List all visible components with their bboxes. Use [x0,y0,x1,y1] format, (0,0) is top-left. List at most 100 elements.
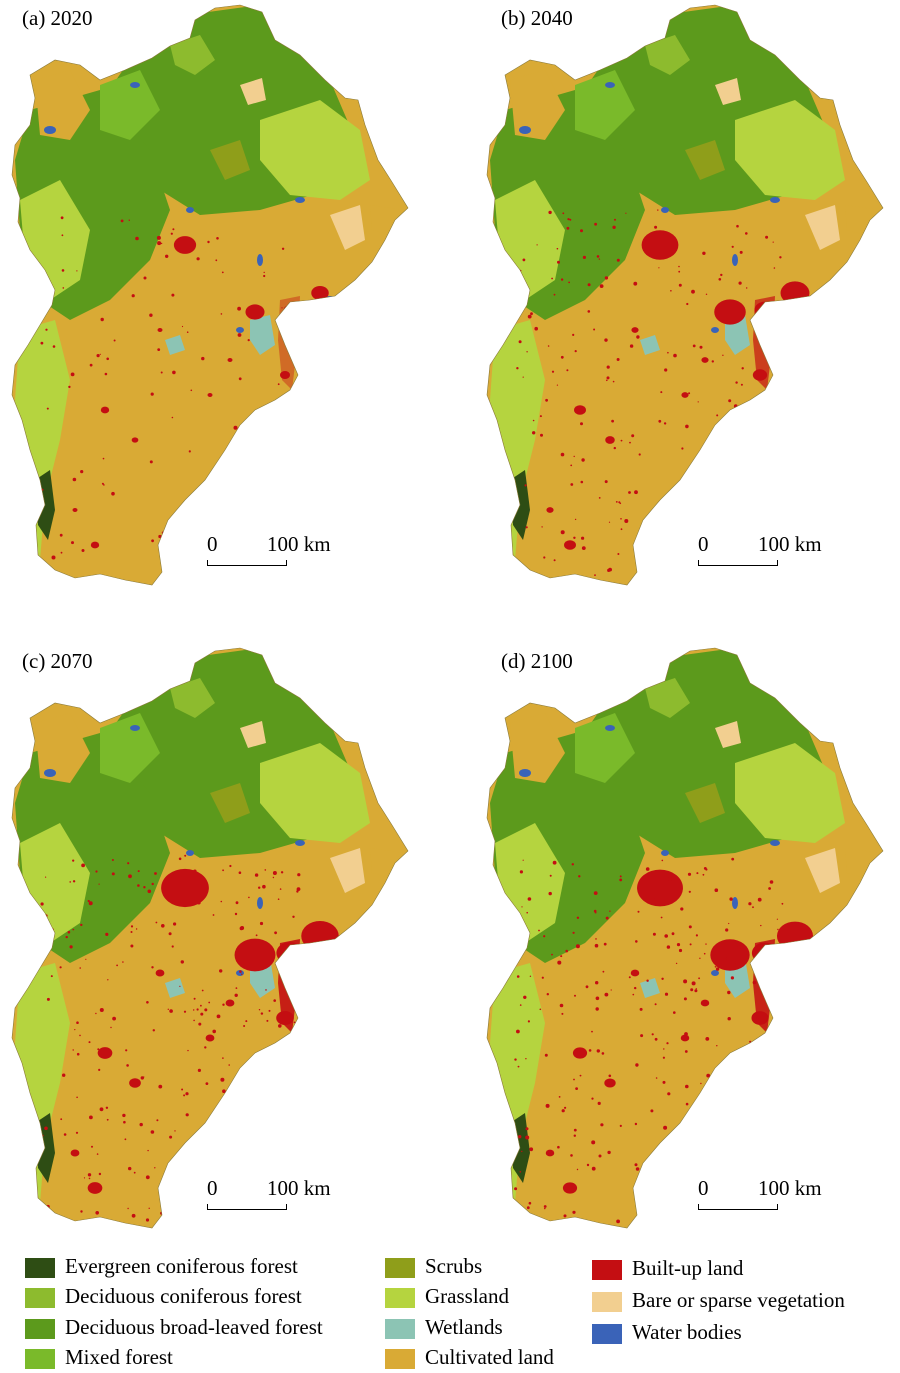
built-up-land-dot [534,326,538,331]
built-up-land-dot [80,1210,83,1213]
built-up-land-dot [738,1096,741,1099]
mixed-forest-area [100,70,160,140]
built-up-land-dot [596,255,600,258]
built-up-land-dot [280,871,284,874]
built-up-land-dot [635,940,638,943]
built-up-land-dot [277,383,280,386]
built-up-land-dot [281,307,283,309]
scale-bar-start-label: 0 [698,1176,709,1200]
built-up-land-dot [113,339,116,342]
built-up-land-dot [296,890,299,893]
built-up-land-dot [62,287,65,289]
built-up-land-dot [80,470,84,474]
deciduous-coniferous-forest-area [645,678,690,718]
panel-label-2070: (c) 2070 [22,649,93,673]
built-up-land-dot [548,891,552,896]
cultivated-land-area [370,848,405,878]
built-up-land-dot [565,949,568,953]
built-up-land-dot [130,925,134,928]
built-up-land-dot [515,960,518,963]
built-up-land-dot [683,997,687,1001]
built-up-land-dot [604,338,608,342]
region-boundary [486,4,884,586]
built-up-land-dot [264,869,267,871]
water-body [770,840,780,846]
built-up-land-dot [219,969,223,973]
built-up-land-dot [778,309,783,314]
built-up-land-dot [98,1068,101,1071]
built-up-land-dot [711,360,714,363]
built-up-land-dot [573,455,575,458]
built-up-land-dot [297,1207,301,1211]
built-up-land-dot [125,1049,128,1052]
built-up-land-dot [628,976,631,979]
built-up-land-dot [594,222,597,226]
built-up-land-dot [204,1046,207,1049]
built-up-land-dot [46,997,50,1001]
land-use-map-2070 [11,647,409,1229]
built-up-land-dot [591,1140,596,1145]
built-up-land-dot [133,1171,136,1174]
built-up-land-dot [204,1139,207,1143]
built-up-land-dot [247,339,250,342]
water-body [732,254,738,266]
built-up-land-dot [720,273,723,277]
built-up-land-dot [200,1004,202,1007]
built-up-land-dot [659,1207,662,1210]
built-up-land-dot [620,528,623,531]
built-up-land-dot [263,271,265,274]
built-up-land-dot [528,1201,532,1205]
legend-label: Deciduous coniferous forest [65,1284,302,1308]
built-up-land-dot [594,911,597,914]
built-up-land-dot [654,1037,658,1041]
built-up-land-dot [619,1124,622,1127]
built-up-land-dot [69,881,71,883]
built-up-land-dot [697,1144,701,1149]
built-up-land-dot [637,910,640,913]
wetlands-area [640,335,660,355]
built-up-land-dot [768,412,772,416]
built-up-land-dot [518,1135,522,1139]
wetlands-area [165,335,185,355]
built-up-land-dot [720,573,725,577]
built-up-land-dot [98,1172,102,1176]
built-up-land-dot [85,958,87,960]
built-up-land-dot [667,351,669,354]
built-up-land-dot [130,944,134,948]
built-up-land-dot [181,325,184,328]
built-up-land-dot [530,312,533,316]
legend-swatch [25,1258,55,1278]
built-up-land-dot [184,854,187,857]
land-use-map-2100 [486,647,884,1229]
water-body [770,197,780,203]
built-up-land-dot [538,929,540,932]
cultivated-land-area [845,848,880,878]
built-up-land-dot [524,484,527,487]
wetlands-area [250,315,275,355]
built-up-land-dot [634,1163,638,1167]
built-up-land-dot [595,996,600,1001]
built-up-land-dot [150,392,154,396]
built-up-land-dot [81,549,85,552]
cultivated-land-area [35,713,90,783]
built-up-land-dot [695,486,699,490]
built-up-land-dot [675,962,678,965]
built-up-land-dot [174,1130,176,1132]
built-up-land-dot [151,539,155,543]
built-up-land-dot [529,975,532,977]
built-up-land-dot [254,1069,257,1072]
built-up-land-dot [746,287,748,289]
built-up-land-dot [278,1024,282,1028]
built-up-land-dot [72,477,77,482]
built-up-land-dot [684,530,687,534]
built-up-land-dot [731,245,734,248]
water-body [661,850,669,856]
built-up-land-dot [686,1155,690,1158]
built-up-land-dot [253,1220,256,1223]
built-up-land-dot [714,966,717,968]
built-up-land-dot [681,447,684,450]
built-up-land-dot [301,1058,305,1061]
mixed-forest-area [575,70,635,140]
built-up-land-dot [718,278,722,281]
built-up-land-dot [680,907,684,911]
